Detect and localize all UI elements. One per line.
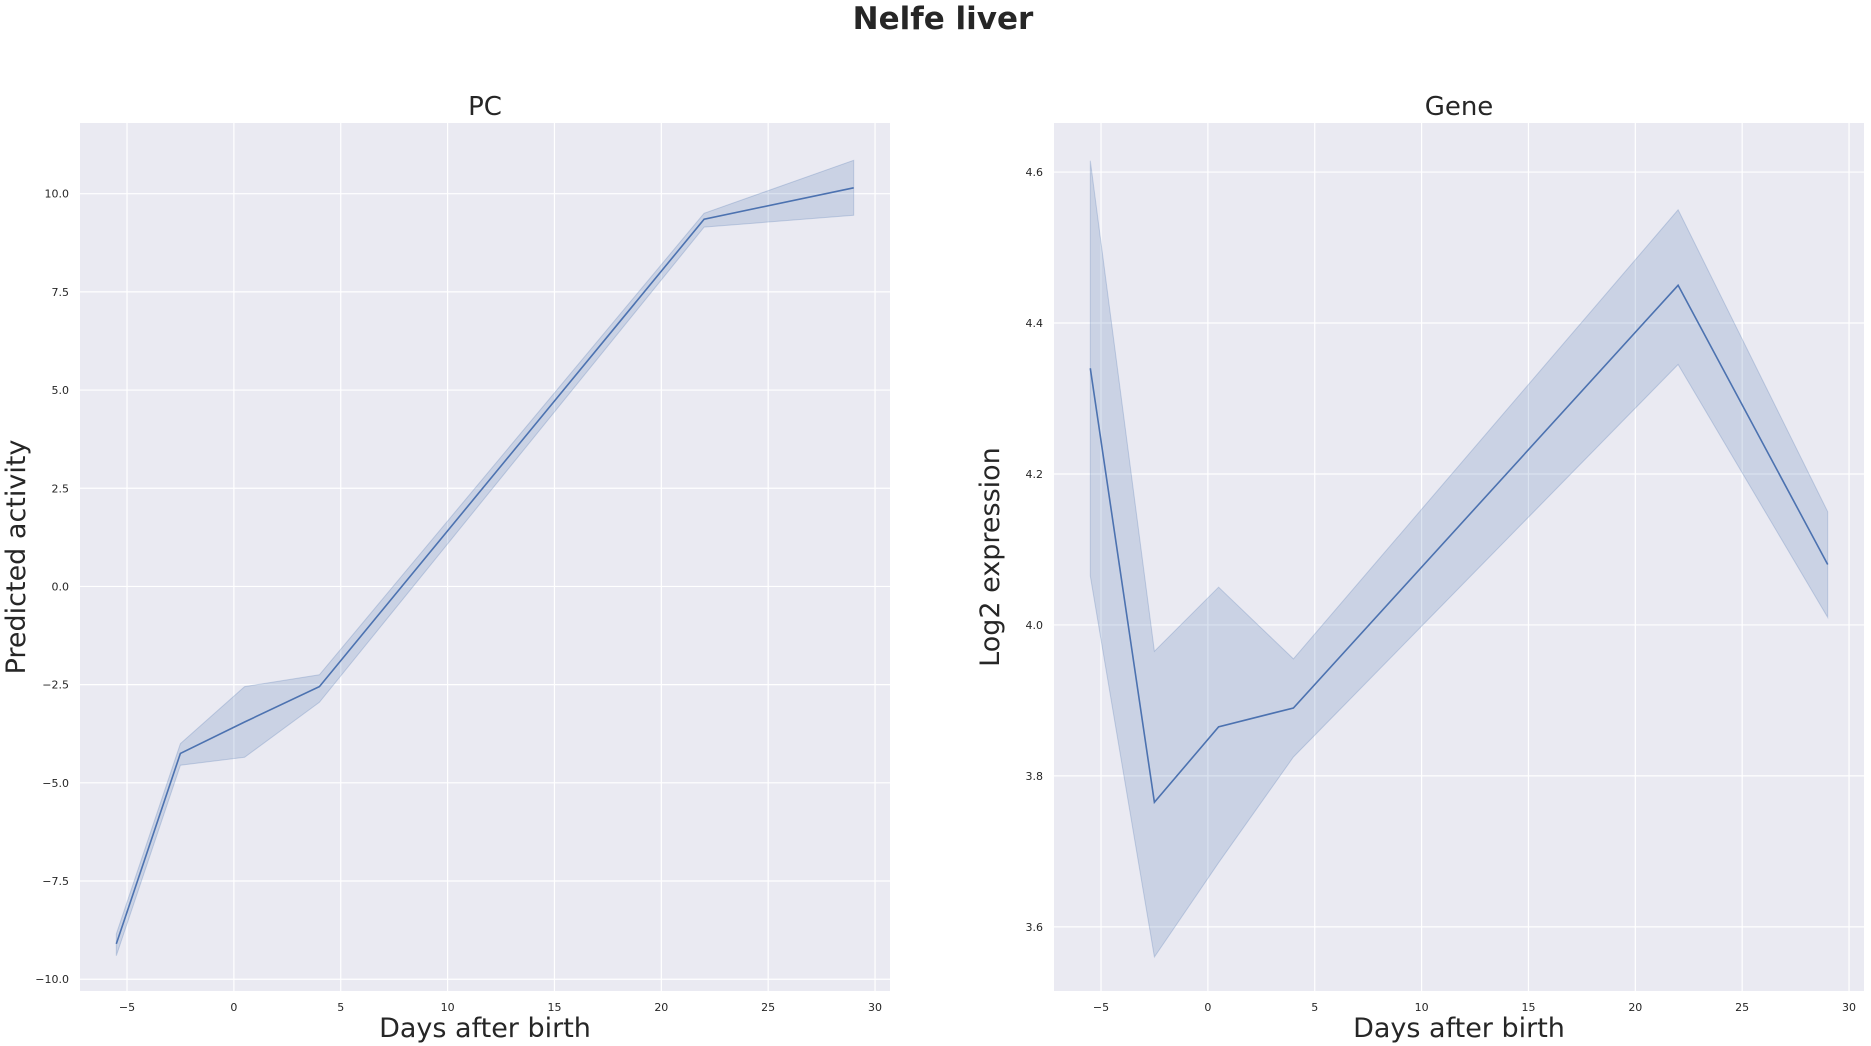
gene-y-tick-label: 3.6 (1026, 921, 1044, 934)
gene-y-tick-label: 4.0 (1026, 619, 1044, 632)
pc-y-tick-label: 2.5 (52, 482, 70, 495)
pc-series-line (115, 187, 854, 945)
gene-y-tick-label: 4.2 (1026, 468, 1044, 481)
gene-series-line (1089, 283, 1829, 805)
gene-x-tick-label: 30 (1842, 1001, 1856, 1014)
gene-x-tick-label: 25 (1735, 1001, 1749, 1014)
pc-y-tick-label: −5.0 (42, 777, 69, 790)
gene-panel: −5 0 5 10 15 20 25 30 3.6 3.8 4.0 4.2 4.4 4.6 Gene Days… (975, 92, 1864, 1044)
pc-y-tick-label: −2.5 (42, 679, 69, 692)
pc-x-tick-label: 5 (337, 1001, 344, 1014)
gene-x-tick-label: 5 (1311, 1001, 1318, 1014)
gene-x-tick-label: 15 (1521, 1001, 1535, 1014)
gene-x-tick-label: −5 (1093, 1001, 1109, 1014)
gene-y-tick-label: 4.4 (1026, 317, 1044, 330)
pc-y-tick-label: 0.0 (52, 580, 70, 593)
pc-x-tick-label: 15 (547, 1001, 561, 1014)
pc-x-axis-label: Days after birth (379, 1013, 591, 1044)
pc-x-tick-label: −5 (119, 1001, 135, 1014)
gene-x-tick-label: 10 (1415, 1001, 1429, 1014)
gene-x-tick-label: 20 (1628, 1001, 1642, 1014)
pc-x-tick-label: 25 (761, 1001, 775, 1014)
pc-x-tick-label: 30 (868, 1001, 882, 1014)
gene-x-tick-label: 0 (1204, 1001, 1211, 1014)
gene-confidence-band (1089, 160, 1829, 959)
pc-y-tick-label: 7.5 (52, 286, 70, 299)
pc-x-tick-label: 20 (654, 1001, 668, 1014)
gene-title: Gene (1425, 92, 1494, 122)
gene-y-axis-label: Log2 expression (975, 447, 1006, 667)
pc-panel: −5 0 5 10 15 20 25 30 −10.0 −7.5 −5.0 −2.5 0.0 2.5 5.0… (1, 92, 890, 1044)
gene-x-axis-label: Days after birth (1353, 1013, 1565, 1044)
gene-plot-area (1054, 123, 1864, 991)
pc-x-tick-label: 10 (441, 1001, 455, 1014)
pc-y-axis-label: Predicted activity (1, 440, 32, 675)
figure-title: Nelfe liver (853, 1, 1034, 37)
pc-y-tick-label: 5.0 (52, 384, 70, 397)
pc-y-tick-label: −7.5 (42, 875, 69, 888)
pc-y-tick-label: −10.0 (35, 973, 69, 986)
pc-y-tick-label: 10.0 (45, 188, 70, 201)
pc-x-tick-label: 0 (230, 1001, 237, 1014)
gene-y-tick-label: 4.6 (1026, 166, 1044, 179)
pc-confidence-band (115, 159, 855, 956)
gene-y-tick-label: 3.8 (1026, 770, 1044, 783)
pc-plot-area (80, 123, 890, 991)
pc-title: PC (468, 92, 502, 122)
